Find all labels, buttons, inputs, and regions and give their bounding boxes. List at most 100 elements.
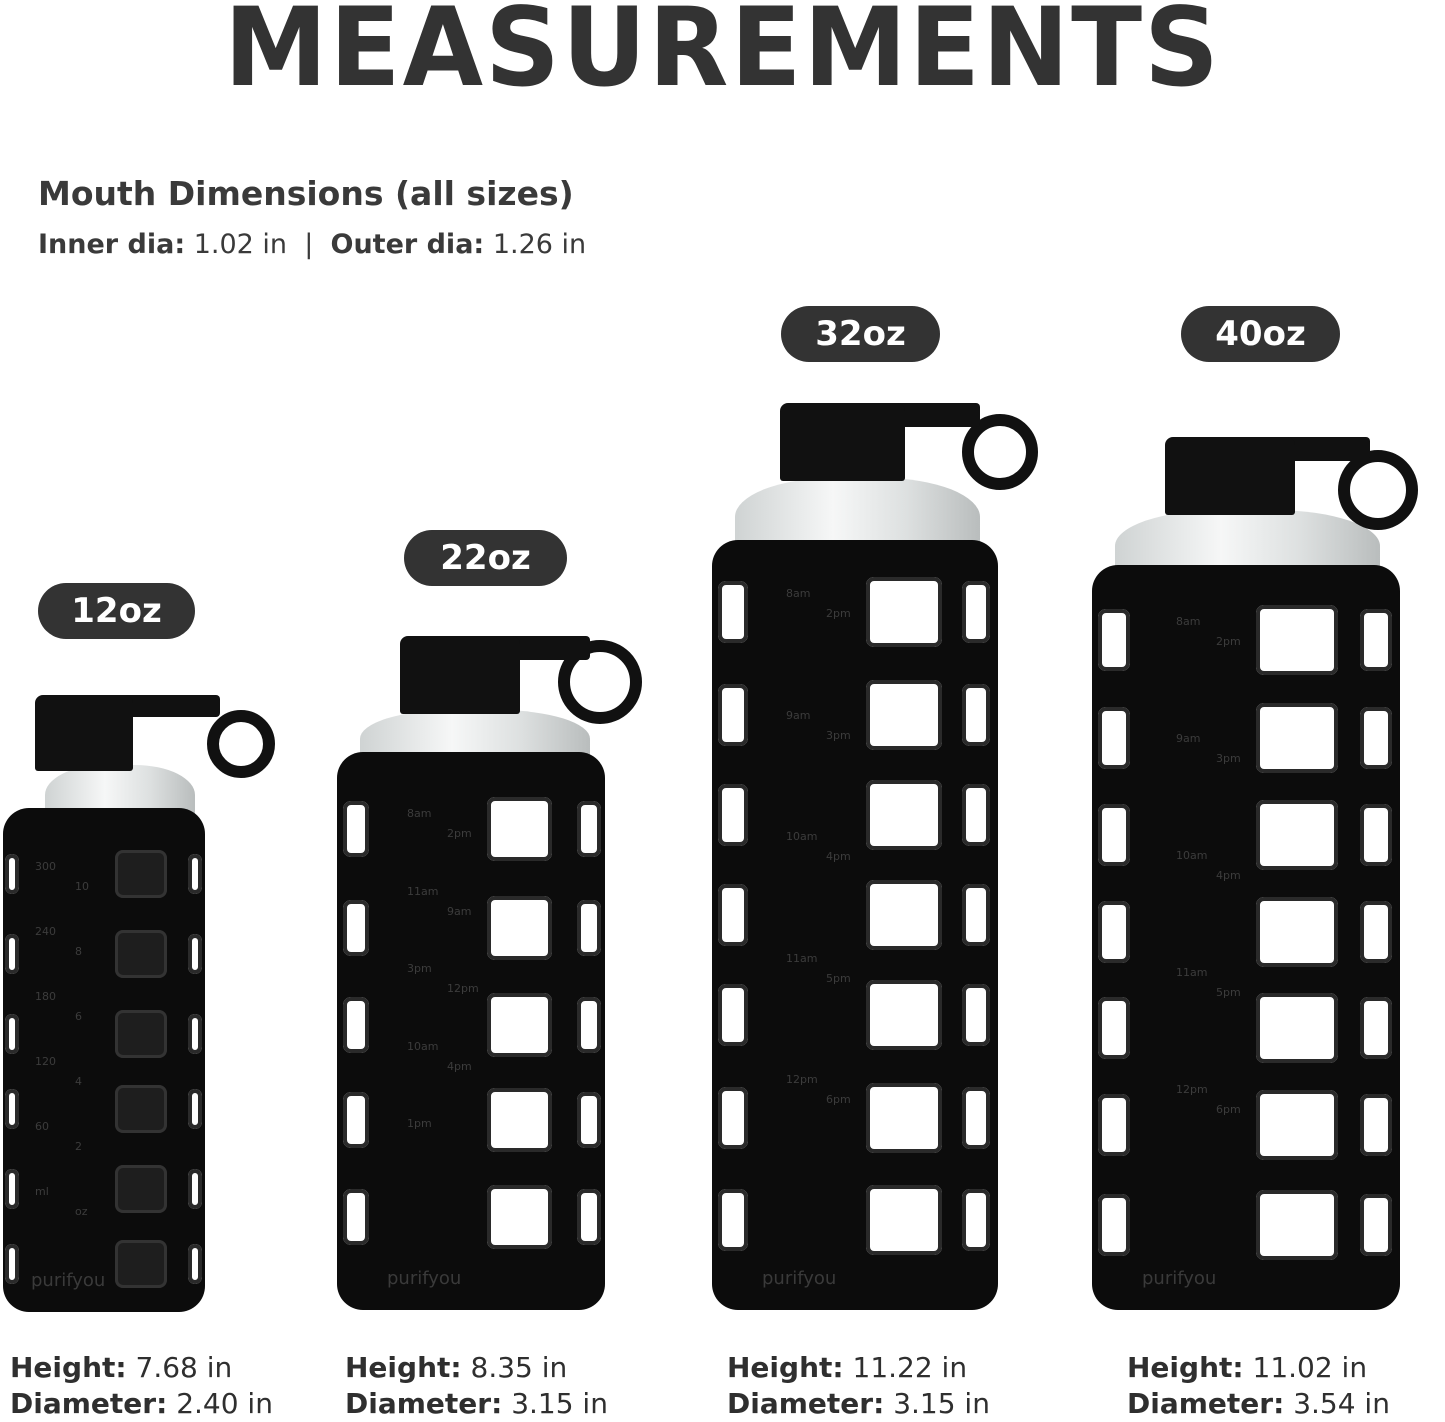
glass-neck-image (1115, 510, 1380, 570)
sleeve-side-slit (188, 1169, 202, 1209)
sleeve-window (115, 1165, 167, 1213)
diameter-value: 3.15 in (893, 1387, 990, 1420)
carry-loop-icon (207, 710, 275, 778)
bottle-specs: Height: 8.35 in Diameter: 3.15 in (345, 1350, 608, 1422)
silicone-sleeve-image: 300 10 240 8 180 6 120 4 60 2 ml oz purifyou (3, 808, 205, 1312)
sleeve-side-slit (1098, 901, 1130, 963)
sleeve-side-slit (577, 900, 601, 956)
height-spec: Height: 8.35 in (345, 1350, 608, 1386)
inner-dia-value: 1.02 in (193, 229, 288, 260)
height-value: 11.02 in (1252, 1351, 1368, 1384)
height-value: 8.35 in (470, 1351, 568, 1384)
diameter-value: 2.40 in (176, 1387, 273, 1420)
sleeve-window (866, 680, 942, 750)
sleeve-side-slit (718, 1189, 748, 1251)
time-marking: 11am (1176, 966, 1208, 979)
diameter-label: Diameter: (727, 1387, 885, 1420)
sleeve-window (115, 850, 167, 898)
sleeve-side-slit (188, 854, 202, 894)
sleeve-side-slit (5, 1244, 19, 1284)
mouth-dimensions-heading: Mouth Dimensions (all sizes) (38, 174, 574, 213)
inner-dia-label: Inner dia: (38, 229, 186, 260)
outer-dia-label: Outer dia: (330, 229, 485, 260)
sleeve-window (866, 980, 942, 1050)
sleeve-side-slit (1360, 707, 1392, 769)
height-label: Height: (727, 1351, 844, 1384)
time-marking: 2pm (826, 607, 851, 620)
time-marking: 3pm (1216, 752, 1241, 765)
time-marking: 10am (786, 830, 818, 844)
time-marking: 8am (407, 807, 432, 820)
brand-logo: purifyou (387, 1268, 462, 1289)
time-marking: 3pm (826, 728, 851, 742)
sleeve-window (115, 930, 167, 978)
time-marking: 120 (35, 1055, 56, 1068)
time-marking: 12pm (1176, 1083, 1208, 1096)
time-marking: 10 (75, 880, 89, 893)
sleeve-window (115, 1085, 167, 1133)
sleeve-side-slit (5, 1014, 19, 1054)
sleeve-side-slit (5, 854, 19, 894)
time-marking: 5pm (1216, 986, 1241, 999)
time-marking: 8am (1176, 615, 1201, 628)
diameter-spec: Diameter: 3.15 in (727, 1386, 990, 1422)
time-marking: 4pm (826, 850, 851, 864)
time-marking: 9am (1176, 732, 1201, 745)
sleeve-side-slit (718, 581, 748, 643)
time-marking: 2pm (447, 827, 472, 840)
sleeve-window (866, 880, 942, 950)
time-marking: 180 (35, 990, 56, 1003)
time-marking: 10am (407, 1039, 439, 1053)
sleeve-side-slit (5, 1169, 19, 1209)
time-marking: 8am (786, 587, 811, 600)
sleeve-window (866, 1185, 942, 1255)
time-marking: 9am (447, 904, 472, 918)
bottle-specs: Height: 11.22 in Diameter: 3.15 in (727, 1350, 990, 1422)
sleeve-window (1256, 605, 1338, 675)
height-value: 11.22 in (852, 1351, 968, 1384)
time-marking: 4 (75, 1075, 82, 1088)
time-marking: 300 (35, 860, 56, 873)
time-marking: 4pm (1216, 869, 1241, 882)
sleeve-side-slit (1098, 997, 1130, 1059)
sleeve-side-slit (343, 997, 369, 1053)
size-badge: 32oz (781, 306, 940, 362)
brand-logo: purifyou (1142, 1268, 1217, 1289)
page-title: MEASUREMENTS (224, 0, 1221, 112)
silicone-sleeve-image: 8am 2pm 11am 9am 3pm 12pm 10am 4pm 1pm purifyou (337, 752, 605, 1310)
sleeve-side-slit (188, 934, 202, 974)
sleeve-window (1256, 800, 1338, 870)
time-marking: 60 (35, 1120, 49, 1133)
time-marking: 2pm (1216, 635, 1241, 648)
time-marking: ml (35, 1185, 49, 1198)
time-marking: 1pm (407, 1117, 432, 1131)
sleeve-window (866, 1083, 942, 1153)
height-label: Height: (10, 1351, 127, 1384)
size-badge: 40oz (1181, 306, 1340, 362)
diameter-label: Diameter: (345, 1387, 503, 1420)
sleeve-side-slit (718, 884, 748, 946)
sleeve-side-slit (962, 984, 990, 1046)
sleeve-window (487, 1088, 552, 1152)
outer-dia-value: 1.26 in (492, 229, 587, 260)
silicone-sleeve-image: 8am 2pm 9am 3pm 10am 4pm 11am 5pm 12pm 6pm purifyo… (1092, 565, 1400, 1310)
time-marking: 3pm (407, 962, 432, 976)
time-marking: 11am (407, 884, 439, 898)
sleeve-window (1256, 993, 1338, 1063)
size-badge: 22oz (404, 530, 567, 586)
time-marking: 11am (786, 951, 818, 965)
sleeve-side-slit (1360, 1094, 1392, 1156)
height-spec: Height: 11.02 in (1127, 1350, 1390, 1386)
sleeve-side-slit (343, 1092, 369, 1148)
time-marking: 10am (1176, 849, 1208, 862)
time-marking: 12pm (786, 1073, 818, 1087)
sleeve-window (487, 1185, 552, 1249)
diameter-spec: Diameter: 3.54 in (1127, 1386, 1390, 1422)
time-marking: oz (75, 1205, 88, 1218)
diameter-label: Diameter: (1127, 1387, 1285, 1420)
sleeve-side-slit (1360, 804, 1392, 866)
carry-loop-icon (1338, 450, 1418, 530)
sleeve-side-slit (718, 984, 748, 1046)
sleeve-window (487, 896, 552, 960)
bottle-specs: Height: 7.68 in Diameter: 2.40 in (10, 1350, 273, 1422)
